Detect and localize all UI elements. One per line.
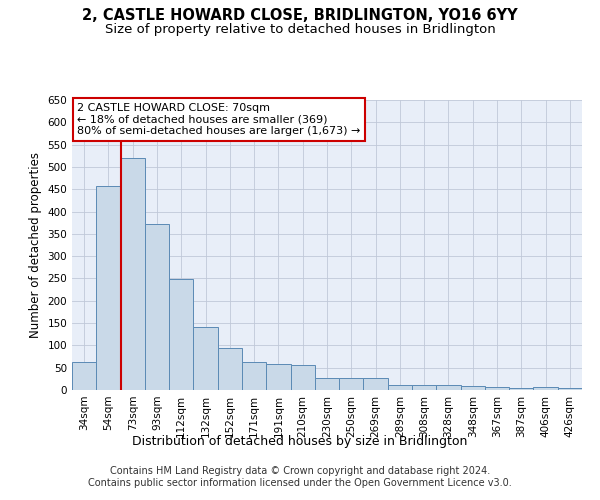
Bar: [533, 387, 558, 390]
Bar: [72, 362, 96, 390]
Bar: [96, 186, 121, 390]
Bar: [266, 364, 290, 390]
Text: Distribution of detached houses by size in Bridlington: Distribution of detached houses by size …: [133, 435, 467, 448]
Text: 2, CASTLE HOWARD CLOSE, BRIDLINGTON, YO16 6YY: 2, CASTLE HOWARD CLOSE, BRIDLINGTON, YO1…: [82, 8, 518, 22]
Bar: [485, 388, 509, 390]
Bar: [145, 224, 169, 390]
Text: Size of property relative to detached houses in Bridlington: Size of property relative to detached ho…: [104, 22, 496, 36]
Bar: [364, 378, 388, 390]
Bar: [169, 279, 193, 390]
Bar: [218, 348, 242, 390]
Bar: [461, 386, 485, 390]
Y-axis label: Number of detached properties: Number of detached properties: [29, 152, 42, 338]
Text: Contains HM Land Registry data © Crown copyright and database right 2024.
Contai: Contains HM Land Registry data © Crown c…: [88, 466, 512, 487]
Bar: [436, 384, 461, 390]
Bar: [388, 385, 412, 390]
Bar: [412, 384, 436, 390]
Bar: [339, 378, 364, 390]
Bar: [242, 362, 266, 390]
Bar: [558, 388, 582, 390]
Bar: [509, 388, 533, 390]
Text: 2 CASTLE HOWARD CLOSE: 70sqm
← 18% of detached houses are smaller (369)
80% of s: 2 CASTLE HOWARD CLOSE: 70sqm ← 18% of de…: [77, 103, 361, 136]
Bar: [121, 158, 145, 390]
Bar: [290, 365, 315, 390]
Bar: [193, 327, 218, 390]
Bar: [315, 378, 339, 390]
